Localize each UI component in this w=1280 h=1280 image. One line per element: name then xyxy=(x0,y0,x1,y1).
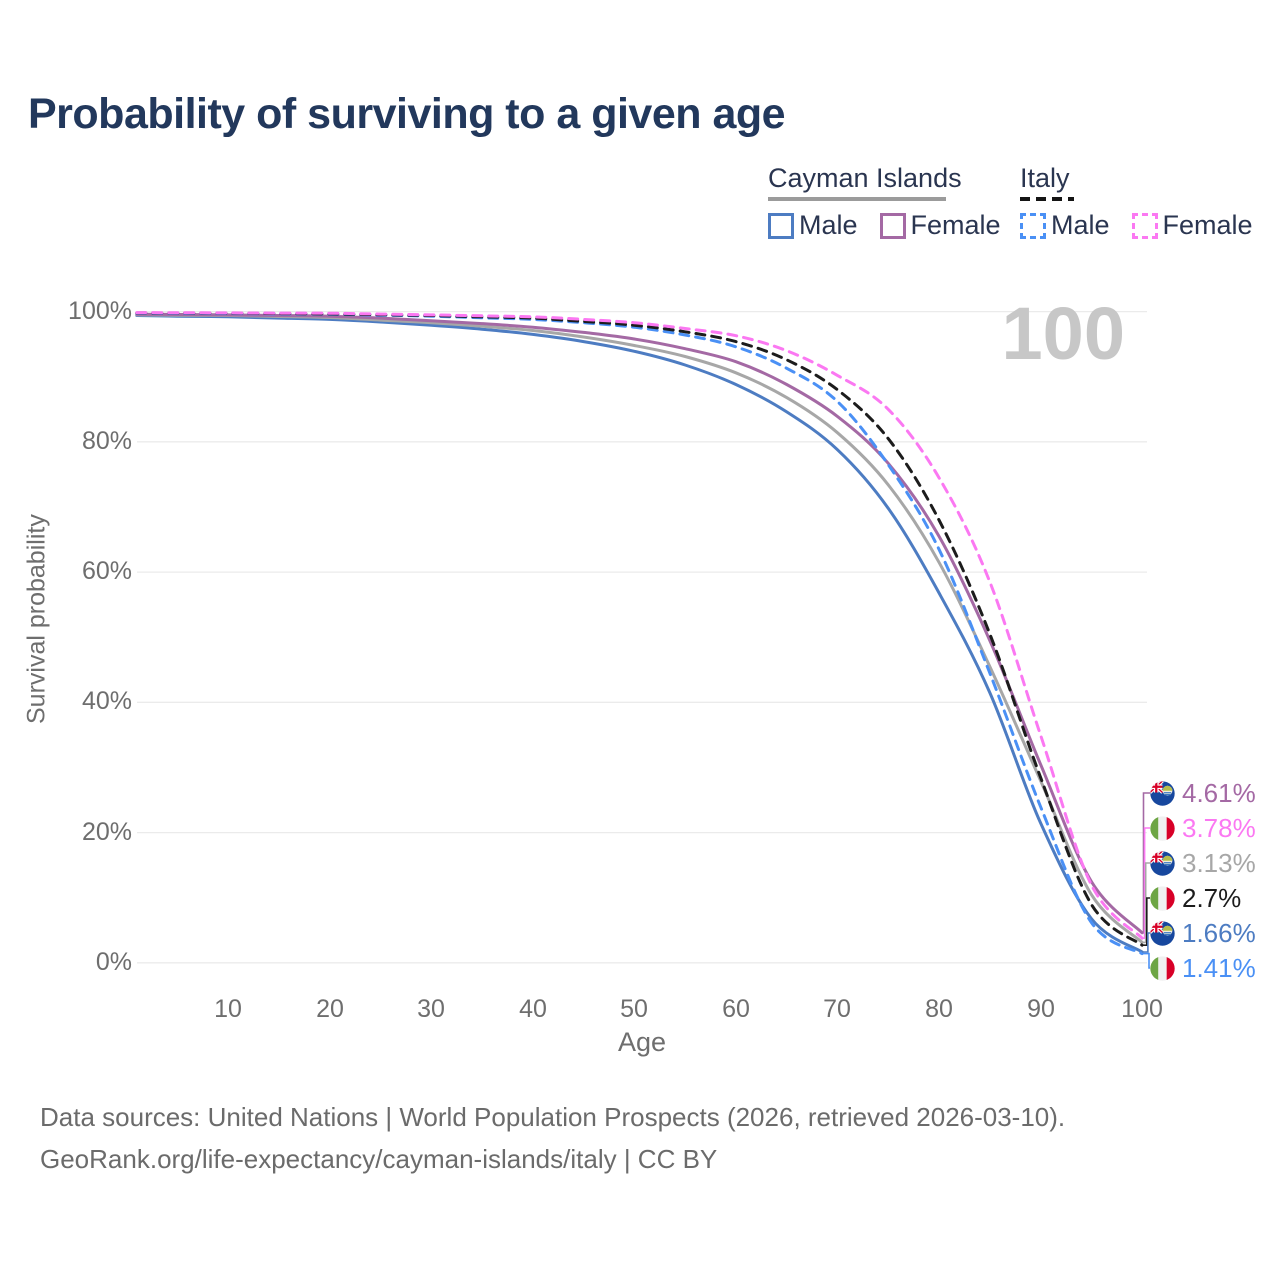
attribution-link-text: GeoRank.org/life-expectancy/cayman-islan… xyxy=(40,1144,718,1174)
legend-item-italy-male[interactable]: Male xyxy=(1020,210,1110,241)
cayman-solid-underline xyxy=(768,197,946,201)
legend-group-title-cayman: Cayman Islands xyxy=(768,163,1001,201)
x-tick-label: 60 xyxy=(722,995,750,1023)
cayman-islands-flag-icon xyxy=(1150,780,1175,806)
y-axis-title: Survival probability xyxy=(22,514,51,724)
legend-label-italy-female: Female xyxy=(1162,210,1253,240)
end-label-italy_male: 1.41% xyxy=(1150,954,1256,982)
y-tick-label: 60% xyxy=(81,557,132,585)
italy-flag-icon xyxy=(1150,955,1175,981)
cayman-male-swatch-icon xyxy=(768,212,794,239)
page-title: Probability of surviving to a given age xyxy=(28,90,786,138)
cayman-islands-flag-icon xyxy=(1150,920,1175,946)
x-tick-label: 100 xyxy=(1121,995,1163,1023)
end-label-value: 3.13% xyxy=(1182,848,1256,878)
italy-dashed-underline xyxy=(1020,197,1074,201)
legend-label-cayman-female: Female xyxy=(910,210,1001,240)
cayman-islands-flag-icon xyxy=(1150,850,1175,876)
y-tick-label: 100% xyxy=(68,297,132,325)
y-tick-label: 0% xyxy=(95,948,132,976)
legend-label-italy-male: Male xyxy=(1051,210,1110,240)
legend-label-cayman-male: Male xyxy=(799,210,858,240)
age-watermark: 100 xyxy=(1001,292,1125,375)
legend-group-cayman: Cayman Islands Male Female xyxy=(768,163,1001,241)
cayman-female-swatch-icon xyxy=(879,212,906,239)
italy-flag-icon xyxy=(1150,885,1175,911)
legend-item-cayman-male[interactable]: Male xyxy=(768,210,858,241)
italy-male-swatch-icon xyxy=(1020,212,1046,239)
legend-item-italy-female[interactable]: Female xyxy=(1131,210,1253,241)
legend-group-title-italy: Italy xyxy=(1020,163,1253,201)
x-tick-label: 20 xyxy=(316,995,344,1023)
y-tick-label: 40% xyxy=(81,687,132,715)
italy-flag-icon xyxy=(1150,815,1175,841)
data-sources-text: Data sources: United Nations | World Pop… xyxy=(40,1102,1066,1132)
y-tick-label: 80% xyxy=(81,427,132,455)
end-label-italy_total: 2.7% xyxy=(1150,884,1241,912)
x-tick-label: 90 xyxy=(1027,995,1055,1023)
x-tick-label: 30 xyxy=(417,995,445,1023)
end-label-cayman_male: 1.66% xyxy=(1150,919,1256,947)
end-label-cayman_female: 4.61% xyxy=(1150,779,1256,807)
x-tick-label: 40 xyxy=(519,995,547,1023)
legend-group-label-italy: Italy xyxy=(1020,163,1070,193)
end-label-value: 3.78% xyxy=(1182,813,1256,843)
x-tick-label: 10 xyxy=(214,995,242,1023)
legend-group-label-cayman: Cayman Islands xyxy=(768,163,962,193)
italy-female-swatch-icon xyxy=(1131,212,1158,239)
end-label-cayman_total: 3.13% xyxy=(1150,849,1256,877)
legend-item-cayman-female[interactable]: Female xyxy=(879,210,1001,241)
end-label-value: 1.41% xyxy=(1182,953,1256,983)
legend-group-italy: Italy Male Female xyxy=(1020,163,1253,241)
y-tick-label: 20% xyxy=(81,818,132,846)
end-label-value: 4.61% xyxy=(1182,778,1256,808)
x-tick-label: 70 xyxy=(823,995,851,1023)
end-label-value: 1.66% xyxy=(1182,918,1256,948)
x-axis-title: Age xyxy=(617,1027,667,1057)
end-label-italy_female: 3.78% xyxy=(1150,814,1256,842)
x-tick-label: 50 xyxy=(620,995,648,1023)
end-label-value: 2.7% xyxy=(1182,883,1242,913)
x-tick-label: 80 xyxy=(925,995,953,1023)
